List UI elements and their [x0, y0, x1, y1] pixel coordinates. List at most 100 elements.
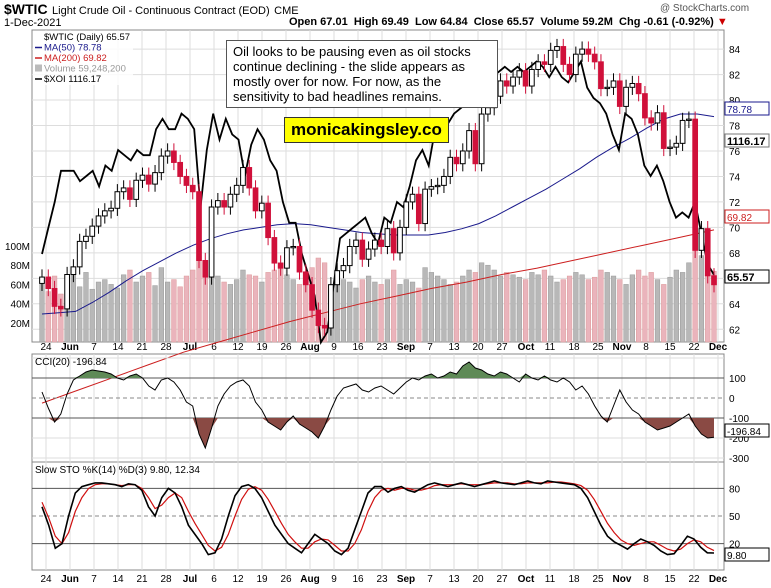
- candle-body: [585, 48, 592, 55]
- candle-body: [485, 107, 491, 115]
- candle-body: [629, 82, 636, 88]
- x-tick-label-bottom: 21: [136, 574, 148, 585]
- candle-body: [711, 275, 717, 286]
- volume-bar: [686, 262, 692, 343]
- x-tick-label: 28: [160, 342, 172, 353]
- candle-body: [560, 46, 567, 65]
- volume-bar: [322, 262, 328, 343]
- price-y-tick: 62: [729, 325, 741, 336]
- candle-body: [579, 48, 585, 55]
- candle-body: [535, 61, 542, 70]
- x-tick-label: 15: [664, 342, 676, 353]
- volume-bar: [604, 272, 610, 343]
- x-tick-label-bottom: 24: [40, 574, 52, 585]
- price-y-tick: 70: [729, 223, 741, 234]
- candle-body: [572, 53, 579, 76]
- volume-bar: [353, 287, 359, 343]
- price-y-tick: 84: [729, 45, 741, 56]
- candle-body: [265, 202, 271, 239]
- cci-y-tick: -100: [729, 414, 749, 425]
- close-value-label-box: [724, 269, 770, 284]
- candle-body: [277, 262, 284, 269]
- volume-bar: [435, 275, 441, 343]
- volume-bar: [121, 274, 127, 343]
- sto-k-line: [41, 480, 715, 556]
- volume-bar: [77, 286, 83, 343]
- sto-value-label: 9.80: [727, 551, 747, 562]
- volume-bar: [510, 274, 516, 343]
- candle-body: [642, 93, 648, 119]
- candle-body: [114, 191, 121, 209]
- volume-bar: [246, 274, 252, 343]
- candle-body: [45, 276, 52, 290]
- candle-body: [598, 61, 604, 90]
- candle-body: [604, 86, 611, 90]
- close-value: Close 65.57: [473, 16, 535, 28]
- volume-bar: [397, 284, 403, 343]
- volume-bar: [265, 272, 271, 343]
- candle-body: [472, 130, 479, 165]
- x-tick-label: 9: [331, 342, 337, 353]
- x-tick-label-bottom: 25: [592, 574, 604, 585]
- sto-d-line: [41, 481, 715, 552]
- brand-label: monicakingsley.co: [284, 117, 449, 143]
- x-tick-label: Aug: [300, 342, 319, 353]
- candle-body: [673, 142, 680, 148]
- volume-bar: [522, 279, 529, 343]
- watermark: @ StockCharts.com: [660, 3, 750, 14]
- candle-body: [214, 200, 221, 208]
- volume-bar: [340, 279, 347, 343]
- candle-body: [70, 266, 77, 276]
- candle-body: [692, 118, 699, 251]
- candle-body: [321, 324, 328, 329]
- candle-body: [648, 117, 655, 124]
- volume-bar: [479, 262, 485, 343]
- legend-main: $WTIC (Daily) 65.57: [44, 32, 130, 43]
- candle-body: [189, 184, 196, 193]
- volume-bar: [89, 288, 95, 343]
- sto-title: Slow STO %K(14) %D(3) 9.80, 12.34: [35, 465, 200, 476]
- volume-bar: [284, 274, 290, 343]
- candle-body: [290, 245, 297, 249]
- price-y-tick: 68: [729, 249, 741, 260]
- volume-bar: [673, 269, 679, 343]
- x-tick-label-bottom: 18: [568, 574, 580, 585]
- legend-xoi: $XOI 1116.17: [44, 74, 101, 85]
- volume-y-tick: 80M: [11, 261, 30, 272]
- candle-body: [453, 156, 460, 165]
- ma200-line: [41, 229, 715, 404]
- candle-body: [516, 70, 523, 78]
- x-tick-label-bottom: Sep: [397, 574, 415, 585]
- cci-title: CCI(20) -196.84: [35, 357, 107, 368]
- volume-bar: [623, 284, 629, 343]
- candle-body: [240, 167, 246, 186]
- x-tick-label-bottom: Jul: [183, 574, 198, 585]
- x-tick-label-bottom: 9: [331, 574, 337, 585]
- volume-bar: [158, 267, 164, 343]
- volume-bar: [428, 272, 434, 343]
- cci-y-tick: -300: [729, 454, 749, 465]
- candle-body: [428, 186, 435, 190]
- candle-body: [340, 265, 347, 272]
- volume-bar: [491, 269, 497, 343]
- candle-body: [127, 187, 133, 200]
- volume-bar: [296, 284, 303, 343]
- price-y-tick: 78: [729, 122, 741, 133]
- candle-body: [108, 207, 114, 212]
- down-arrow-icon: ▼: [716, 16, 728, 28]
- candle-body: [522, 70, 529, 87]
- x-tick-label-bottom: 16: [352, 574, 364, 585]
- volume-bar: [190, 269, 196, 343]
- candle-body: [635, 82, 642, 95]
- volume-bar: [679, 272, 686, 343]
- x-tick-label-bottom: 23: [376, 574, 388, 585]
- candle-body: [284, 247, 290, 269]
- volume-bar: [114, 287, 120, 343]
- price-y-tick: 74: [729, 172, 741, 183]
- candle-body: [541, 61, 548, 65]
- candle-body: [221, 200, 227, 208]
- x-tick-label: 23: [376, 342, 388, 353]
- candle-body: [252, 187, 259, 212]
- change-value: Chg -0.61 (-0.92%): [619, 16, 714, 28]
- candle-body: [698, 228, 705, 251]
